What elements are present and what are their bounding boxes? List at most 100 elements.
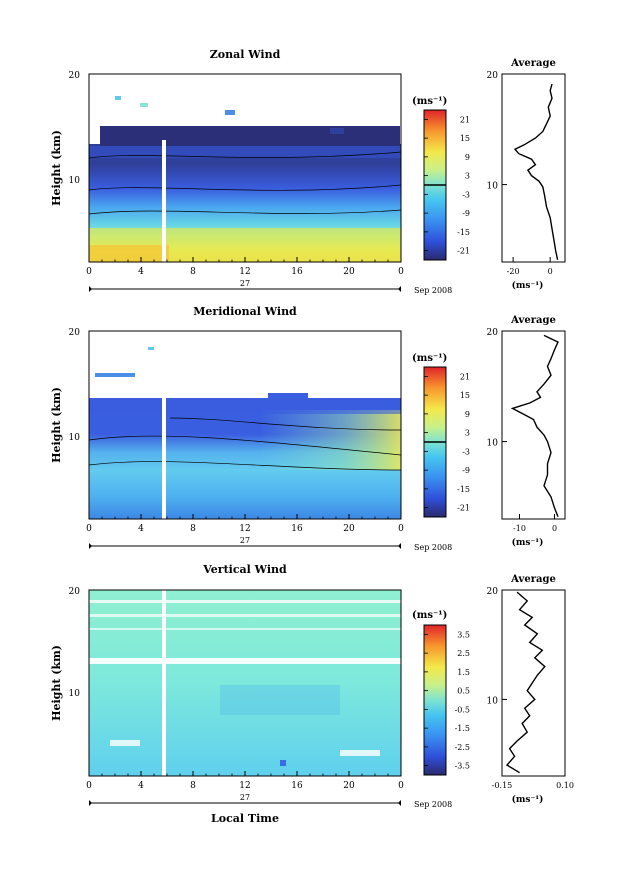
vertical-colorbar-label: -1.5 [455, 724, 470, 733]
vertical-xtick-label: 16 [291, 781, 303, 791]
vertical-colorbar-label: 3.5 [457, 630, 470, 639]
meridional-profile-ytick-label: 10 [487, 439, 499, 449]
meridional-colorbar-label: 15 [460, 391, 470, 400]
panel-zonal: Zonal Wind 20 10 Height (km) 0 4 8 12 16 20 0 [50, 48, 566, 295]
meridional-profile-frame [501, 330, 566, 520]
zonal-average-profile: Average 20 10 -20 0 (ms⁻¹) [487, 58, 566, 291]
meridional-profile-line [510, 334, 559, 518]
zonal-profile-frame [501, 73, 566, 263]
meridional-colorbar-label: -9 [462, 466, 470, 475]
zonal-colorbar-unit: (ms⁻¹) [412, 96, 447, 107]
vertical-profile-frame [501, 589, 566, 777]
meridional-ytick-20: 20 [69, 328, 81, 338]
zonal-xtick-label: 20 [343, 267, 355, 277]
vertical-xtick-label: 8 [190, 781, 196, 791]
vertical-profile-ytick-label: 10 [487, 696, 499, 706]
zonal-colorbar-label: -15 [457, 228, 470, 237]
vertical-xtick-label: 4 [138, 781, 144, 791]
vertical-xtick-label: 12 [239, 781, 250, 791]
meridional-average-profile: Average 20 10 -10 0 (ms⁻¹) [487, 315, 566, 548]
vertical-profile-line [505, 591, 546, 774]
vertical-colorbar-unit: (ms⁻¹) [412, 610, 447, 621]
meridional-xtick-label: 12 [239, 524, 250, 534]
zonal-ylabel: Height (km) [50, 130, 63, 206]
meridional-field [88, 347, 402, 519]
panel-vertical: Vertical Wind 20 10 Height (km) 0 4 8 12 16 2… [50, 563, 574, 825]
meridional-title: Meridional Wind [193, 305, 297, 318]
zonal-date-label: Sep 2008 [414, 286, 452, 295]
vertical-title: Vertical Wind [202, 563, 287, 576]
vertical-colorbar-label: 2.5 [457, 649, 470, 658]
vertical-y-axis: 20 10 Height (km) [50, 587, 80, 721]
zonal-xtick-label: 0 [398, 267, 404, 277]
vertical-date-label: Sep 2008 [414, 800, 452, 809]
zonal-xtick-label: 12 [239, 267, 250, 277]
zonal-colorbar-label: 21 [460, 115, 470, 124]
meridional-colorbar-unit: (ms⁻¹) [412, 353, 447, 364]
meridional-colorbar: (ms⁻¹) 21 15 9 3 -3 -9 -15 -21 [412, 353, 470, 518]
zonal-profile-xtick-label: -20 [507, 267, 520, 276]
vertical-date-day: 27 [240, 793, 250, 802]
meridional-xtick-label: 20 [343, 524, 355, 534]
vertical-date-bar: 27 Sep 2008 Local Time [89, 793, 452, 825]
meridional-xtick-label: 16 [291, 524, 303, 534]
meridional-colorbar-label: -21 [457, 504, 470, 513]
meridional-profile-xtick-label: 0 [552, 524, 557, 533]
zonal-colorbar: (ms⁻¹) 21 15 9 3 -3 -9 -15 -21 [412, 96, 470, 261]
vertical-profile-ytick-label: 20 [487, 587, 499, 597]
zonal-x-axis: 0 4 8 12 16 20 0 [86, 257, 404, 277]
vertical-xtick-label: 0 [86, 781, 92, 791]
vertical-profile-unit: (ms⁻¹) [512, 794, 544, 805]
zonal-date-bar: 27 Sep 2008 [89, 279, 452, 295]
zonal-colorbar-label: -21 [457, 247, 470, 256]
vertical-ytick-10: 10 [69, 689, 81, 699]
zonal-profile-ytick-label: 10 [487, 182, 499, 192]
vertical-profile-xtick-label: 0.10 [556, 781, 574, 790]
meridional-colorbar-label: -3 [462, 447, 470, 456]
zonal-y-axis: 20 10 Height (km) [50, 71, 80, 206]
meridional-date-bar: 27 Sep 2008 [89, 536, 452, 552]
meridional-colorbar-label: 3 [465, 429, 470, 438]
zonal-xtick-label: 8 [190, 267, 196, 277]
meridional-date-label: Sep 2008 [414, 543, 452, 552]
vertical-colorbar-label: 1.5 [457, 668, 470, 677]
vertical-ylabel: Height (km) [50, 645, 63, 721]
meridional-profile-unit: (ms⁻¹) [512, 537, 544, 548]
zonal-ytick-20: 20 [69, 71, 81, 81]
zonal-colorbar-label: 3 [465, 172, 470, 181]
meridional-xtick-label: 4 [138, 524, 144, 534]
vertical-profile-title: Average [510, 574, 556, 585]
meridional-xtick-label: 8 [190, 524, 196, 534]
meridional-x-axis: 0 4 8 12 16 20 0 [86, 514, 404, 534]
meridional-colorbar-label: 9 [465, 410, 470, 419]
vertical-colorbar: (ms⁻¹) 3.5 2.5 1.5 0.5 -0.5 -1.5 -2.5 -3.5 [412, 610, 470, 776]
zonal-title: Zonal Wind [210, 48, 281, 61]
zonal-date-day: 27 [240, 279, 250, 288]
meridional-y-axis: 20 10 Height (km) [50, 328, 80, 463]
meridional-date-day: 27 [240, 536, 250, 545]
vertical-average-profile: Average 20 10 -0.15 0.10 (ms⁻¹) [487, 574, 574, 805]
vertical-xlabel: Local Time [211, 812, 279, 825]
vertical-xtick-label: 0 [398, 781, 404, 791]
vertical-field [89, 590, 401, 776]
vertical-xtick-label: 20 [343, 781, 355, 791]
panel-meridional: Meridional Wind 20 10 Height (km) 0 4 8 12 1… [50, 305, 566, 552]
zonal-ytick-10: 10 [69, 176, 81, 186]
zonal-field [88, 96, 402, 262]
vertical-x-axis: 0 4 8 12 16 20 0 [86, 771, 404, 791]
zonal-profile-ytick-label: 20 [487, 71, 499, 81]
meridional-xtick-label: 0 [86, 524, 92, 534]
zonal-colorbar-label: 15 [460, 134, 470, 143]
zonal-colorbar-label: 9 [465, 153, 470, 162]
zonal-xtick-label: 0 [86, 267, 92, 277]
meridional-ylabel: Height (km) [50, 387, 63, 463]
vertical-profile-xtick-label: -0.15 [492, 781, 513, 790]
vertical-colorbar-label: 0.5 [457, 687, 470, 696]
vertical-colorbar-label: -0.5 [455, 705, 470, 714]
zonal-xtick-label: 4 [138, 267, 144, 277]
vertical-ytick-20: 20 [69, 587, 81, 597]
meridional-colorbar-label: -15 [457, 485, 470, 494]
meridional-profile-ytick-label: 20 [487, 328, 499, 338]
vertical-colorbar-label: -3.5 [455, 762, 470, 771]
